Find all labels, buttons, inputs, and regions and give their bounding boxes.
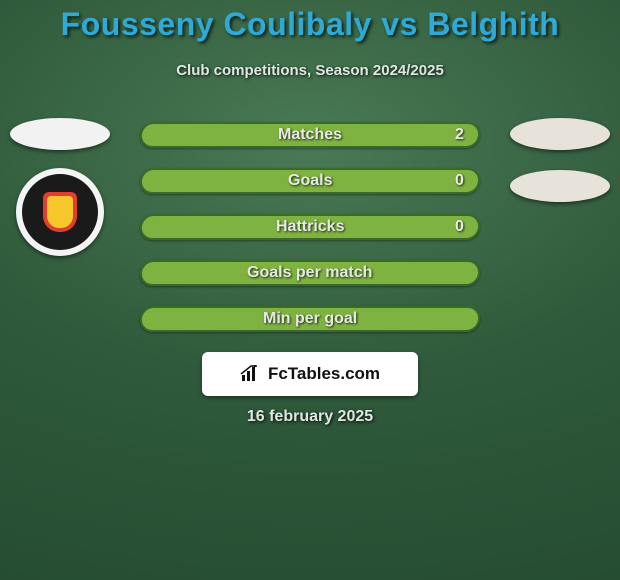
stat-value-right: 0 xyxy=(455,172,464,190)
comparison-infographic: Fousseny Coulibaly vs Belghith Club comp… xyxy=(0,0,620,580)
footer-brand-box: FcTables.com xyxy=(202,352,418,396)
player-left-club-badge xyxy=(16,168,104,256)
stat-label: Goals xyxy=(288,172,332,190)
stat-label: Matches xyxy=(278,126,342,144)
stat-bar-goals-per-match: Goals per match xyxy=(139,260,481,286)
stat-label: Hattricks xyxy=(276,218,344,236)
stat-label: Min per goal xyxy=(263,310,357,328)
player-right-pill xyxy=(510,170,610,202)
player-right-pill xyxy=(510,118,610,150)
player-left-pill xyxy=(10,118,110,150)
footer-brand-text: FcTables.com xyxy=(268,364,380,384)
stat-bar-matches: Matches 2 xyxy=(139,122,481,148)
stat-bar-goals: Goals 0 xyxy=(139,168,481,194)
stat-bar-min-per-goal: Min per goal xyxy=(139,306,481,332)
stat-bars: Matches 2 Goals 0 Hattricks 0 Goals per … xyxy=(140,122,480,332)
right-player-column xyxy=(500,118,620,202)
left-player-column xyxy=(0,118,120,256)
page-subtitle: Club competitions, Season 2024/2025 xyxy=(0,62,620,79)
page-title: Fousseny Coulibaly vs Belghith xyxy=(0,6,620,43)
stat-bar-hattricks: Hattricks 0 xyxy=(139,214,481,240)
stat-value-right: 2 xyxy=(455,126,464,144)
stat-label: Goals per match xyxy=(247,264,372,282)
bar-chart-icon xyxy=(240,365,262,383)
generated-date: 16 february 2025 xyxy=(0,408,620,426)
stat-value-right: 0 xyxy=(455,218,464,236)
